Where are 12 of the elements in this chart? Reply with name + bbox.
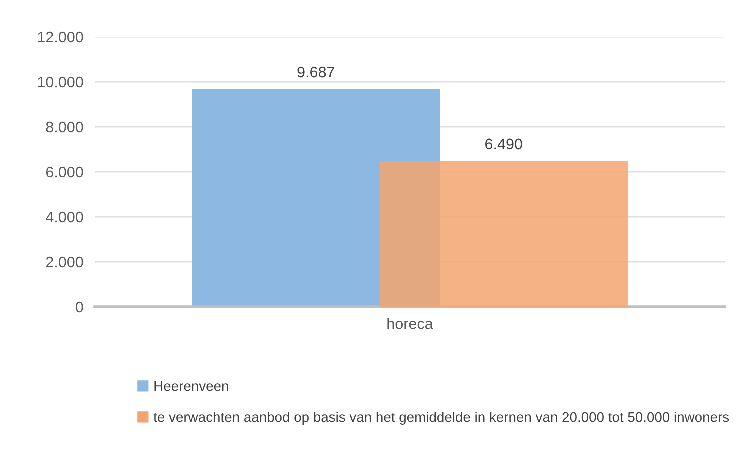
y-tick-label: 0: [76, 302, 84, 313]
y-tick-label: 6.000: [46, 166, 84, 178]
y-tick-label: 8.000: [46, 122, 84, 133]
data-label: 9.687: [298, 66, 334, 78]
y-tick-label: 4.000: [46, 212, 84, 223]
data-label: 6.490: [486, 138, 522, 150]
y-tick-label: 12.000: [38, 32, 84, 43]
y-tick-label: 10.000: [38, 76, 84, 88]
legend-label: Heerenveen: [154, 382, 228, 392]
y-tick-label: 2.000: [46, 256, 84, 268]
legend-label: te verwachten aanbod op basis van het gemiddelde in kernen van 20.000 tot 50.000 inwoners: [154, 412, 730, 425]
x-tick-label: horeca: [388, 318, 434, 330]
